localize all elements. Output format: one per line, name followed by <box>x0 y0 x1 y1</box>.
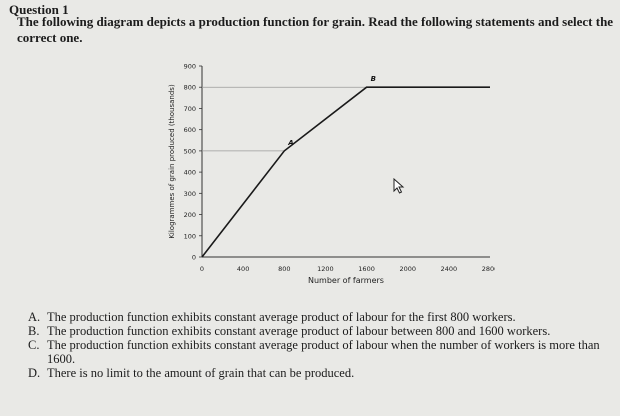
x-axis-label: Number of farmers <box>308 276 384 285</box>
x-tick-label: 2000 <box>399 265 416 273</box>
option-letter: B. <box>28 324 40 338</box>
production-function-chart: 0 100 200 300 400 500 600 700 800 900 0 400 800 1200 1… <box>168 63 495 286</box>
option-text: The production function exhibits constan… <box>47 338 600 366</box>
y-axis-label: Kilogrammes of grain produced (thousands… <box>168 84 176 239</box>
y-tick-label: 100 <box>184 232 196 240</box>
mouse-pointer-icon <box>393 178 405 194</box>
y-tick-label: 700 <box>184 105 196 113</box>
answer-options: A. The production function exhibits cons… <box>28 310 613 380</box>
y-tick-label: 300 <box>184 190 196 198</box>
x-tick-label: 1600 <box>358 265 375 273</box>
option-d[interactable]: D. There is no limit to the amount of gr… <box>28 366 613 380</box>
option-text: The production function exhibits constan… <box>47 324 551 338</box>
y-tick-label: 900 <box>184 63 196 71</box>
option-a[interactable]: A. The production function exhibits cons… <box>28 310 613 324</box>
option-text: The production function exhibits constan… <box>47 310 516 324</box>
x-tick-label: 1200 <box>317 265 334 273</box>
option-letter: D. <box>28 366 41 380</box>
y-tick-label: 800 <box>184 84 196 92</box>
point-label: B <box>371 75 376 83</box>
x-tick-label: 400 <box>237 265 249 273</box>
y-tick-label: 400 <box>184 169 196 177</box>
series-line <box>201 86 490 258</box>
option-letter: C. <box>28 338 40 352</box>
point-label: A <box>287 139 293 147</box>
x-tick-label: 2400 <box>441 265 458 273</box>
y-tick-label: 200 <box>184 211 196 219</box>
x-tick-label: 2800 <box>482 265 495 273</box>
y-tick-label: 500 <box>184 147 196 155</box>
y-tick-label: 0 <box>192 254 196 262</box>
question-prompt: The following diagram depicts a producti… <box>17 14 614 45</box>
option-letter: A. <box>28 310 41 324</box>
option-text: There is no limit to the amount of grain… <box>47 366 355 380</box>
option-c[interactable]: C. The production function exhibits cons… <box>28 338 613 366</box>
x-tick-label: 0 <box>200 265 204 273</box>
question-title: Question 1 <box>9 2 69 17</box>
option-b[interactable]: B. The production function exhibits cons… <box>28 324 613 338</box>
x-tick-label: 800 <box>278 265 290 273</box>
y-tick-label: 600 <box>184 126 196 134</box>
